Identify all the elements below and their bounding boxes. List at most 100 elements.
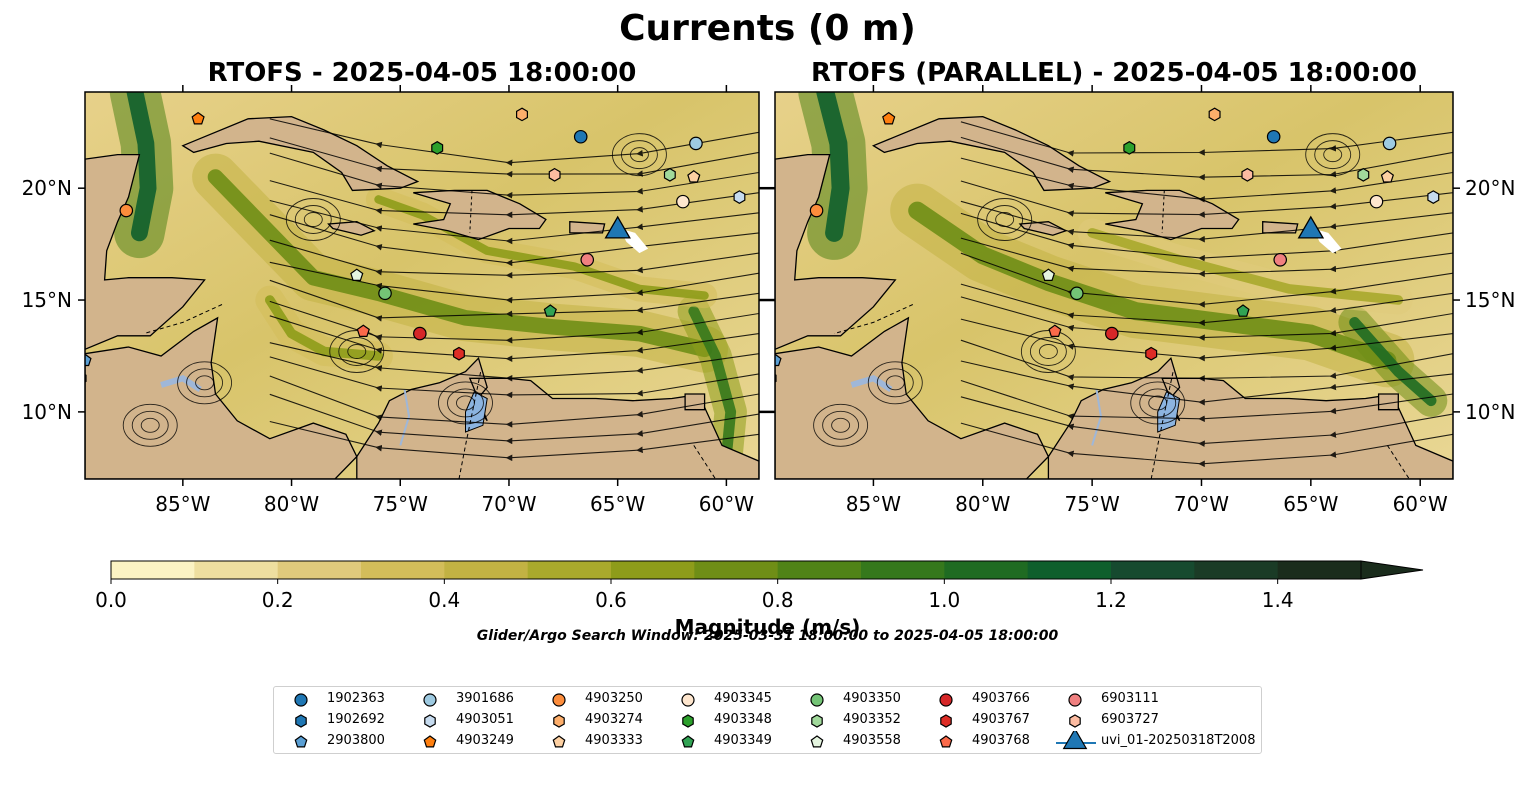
colorbar-segment: [277, 561, 362, 579]
colorbar: 0.0 0.2 0.4 0.6 0.8 1.0 1.2 1.4: [95, 560, 1424, 612]
float-4903349: [543, 304, 557, 317]
x-tick-label: 70°W: [1174, 492, 1229, 516]
float-4903345: [676, 194, 690, 209]
x-tick-label: 70°W: [481, 492, 536, 516]
eddy-streamline: [995, 212, 1015, 227]
float-4903768: [1048, 324, 1062, 337]
float-6903111: [580, 252, 595, 267]
current-band: [816, 92, 850, 242]
y-tick-label: 10°N: [1465, 400, 1515, 424]
eddy-streamline: [285, 198, 341, 241]
legend-label: 1902692: [327, 712, 385, 727]
eddy-streamline: [294, 205, 332, 234]
legend-label: 4903766: [972, 691, 1030, 706]
legend-shape: [681, 693, 695, 707]
float-legend: 1902363 1902692 2903800 3901686 4903051 49032…: [273, 686, 1262, 754]
legend-marker-icon: [810, 735, 824, 748]
land-trinidad: [684, 393, 706, 411]
eddy-streamline: [1305, 133, 1361, 177]
y-tick-label: 20°N: [22, 176, 72, 200]
legend-marker-icon: [423, 693, 437, 707]
colorbar-segment: [527, 561, 612, 579]
eddy-streamline: [1029, 337, 1067, 366]
streamline: [960, 200, 1453, 243]
legend-marker-icon: [1068, 693, 1082, 707]
colorbar-segment: [111, 561, 195, 579]
lake-nicaragua: [850, 375, 893, 393]
legend-shape: [553, 714, 565, 728]
colorbar-segment: [611, 561, 695, 579]
eddy-streamline: [1314, 140, 1352, 170]
legend-shape: [682, 714, 694, 728]
colorbar-segment: [1111, 561, 1195, 579]
legend-shape: [1068, 693, 1082, 707]
legend-shape: [295, 714, 307, 728]
legend-shape: [810, 693, 824, 707]
colorbar-tick-label: 1.2: [1095, 588, 1127, 612]
streamline: [960, 121, 1453, 157]
left-map: 85°W 80°W 75°W 70°W 65°W 60°W 20°N 15°N 10°N: [22, 85, 775, 516]
legend-label: 4903349: [714, 733, 772, 748]
y-tick-label: 10°N: [22, 400, 72, 424]
streamline: [960, 379, 1453, 423]
y-tick-label: 15°N: [1465, 288, 1515, 312]
legend-label: 4903558: [843, 733, 901, 748]
streamline: [269, 315, 759, 363]
colorbar-segment: [861, 561, 945, 579]
legend-marker-icon: [424, 714, 436, 728]
colorbar-tick-label: 0.4: [428, 588, 460, 612]
float-4903352: [663, 167, 676, 182]
legend-shape: [681, 735, 695, 748]
eddy-streamline: [822, 410, 860, 440]
streamline: [269, 279, 759, 322]
colorbar-segment: [1194, 561, 1279, 579]
eddy-streamline: [977, 198, 1033, 241]
float-3901686: [1382, 136, 1397, 151]
legend-label: 4903768: [972, 733, 1030, 748]
legend-label: 4903352: [843, 712, 901, 727]
current-band: [264, 295, 384, 361]
eddy-streamline: [885, 375, 905, 391]
land-centralAmerica: [775, 153, 897, 351]
land-jamaica: [327, 221, 376, 236]
eddy-streamline: [195, 375, 215, 391]
streamline: [960, 252, 1453, 308]
legend-triangle: [1062, 731, 1088, 750]
map-layers: [85, 92, 759, 479]
right-map: 85°W 80°W 75°W 70°W 65°W 60°W 20°N 15°N 10°N: [774, 85, 1515, 516]
left-panel-title: RTOFS - 2025-04-05 18:00:00: [207, 58, 637, 88]
streamline: [269, 420, 759, 462]
eddy-streamline: [1148, 395, 1168, 411]
legend-marker-icon: [810, 693, 824, 707]
legend-shape: [939, 735, 953, 748]
legend-marker-icon: [294, 693, 308, 707]
border: [833, 304, 914, 335]
float-4903249: [882, 111, 896, 125]
float-4903348: [1123, 141, 1136, 155]
legend-shape: [810, 735, 824, 748]
legend-label: 3901686: [456, 691, 514, 706]
glider-marker: [604, 215, 631, 239]
legend-label: 4903333: [585, 733, 643, 748]
float-4903274: [1208, 107, 1221, 122]
eddy-streamline: [611, 133, 667, 177]
float-4903766: [413, 326, 427, 341]
colorbar-frame: [110, 560, 1362, 580]
legend-marker-icon: [681, 693, 695, 707]
legend-label: 4903274: [585, 712, 643, 727]
map-frame: [774, 91, 1454, 480]
float-4903250: [809, 203, 824, 218]
streamline: [960, 296, 1453, 341]
current-band: [688, 305, 737, 463]
eddy-streamline: [338, 337, 376, 366]
eddy-streamline: [329, 330, 385, 373]
legend-label: 4903345: [714, 691, 772, 706]
glider-marker: [1297, 215, 1325, 239]
x-tick-label: 60°W: [1393, 492, 1448, 516]
x-tick-label: 80°W: [955, 492, 1010, 516]
legend-marker-icon: [939, 735, 953, 748]
colorbar-tick-label: 0.6: [595, 588, 627, 612]
border: [143, 304, 223, 335]
streamline: [960, 283, 1453, 327]
float-4903767: [1145, 346, 1158, 361]
